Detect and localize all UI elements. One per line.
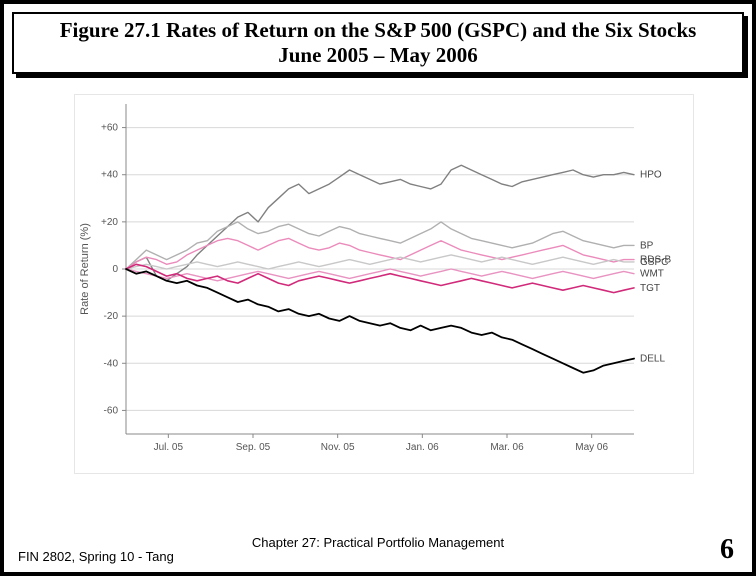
svg-text:0: 0 (112, 264, 118, 275)
svg-text:-60: -60 (104, 405, 119, 416)
chart: -60 -40 -20 0 +20 +40 +60 Jul. 05 Sep. 05 Nov. 05… (74, 94, 694, 474)
svg-text:GSPC: GSPC (640, 257, 668, 268)
svg-text:+20: +20 (101, 217, 118, 228)
svg-text:Rate of Return (%): Rate of Return (%) (79, 223, 91, 315)
svg-text:-40: -40 (104, 358, 119, 369)
slide-frame: Figure 27.1 Rates of Return on the S&P 5… (0, 0, 756, 576)
svg-text:Jul. 05: Jul. 05 (154, 442, 184, 453)
svg-text:WMT: WMT (640, 269, 664, 280)
svg-text:BP: BP (640, 240, 654, 251)
svg-text:May 06: May 06 (575, 442, 608, 453)
svg-text:Jan. 06: Jan. 06 (406, 442, 439, 453)
chart-svg: -60 -40 -20 0 +20 +40 +60 Jul. 05 Sep. 05 Nov. 05… (74, 94, 694, 474)
footer-course: FIN 2802, Spring 10 - Tang (18, 549, 174, 564)
svg-text:TGT: TGT (640, 283, 660, 294)
svg-text:+60: +60 (101, 123, 118, 134)
svg-text:+40: +40 (101, 170, 118, 181)
svg-text:HPO: HPO (640, 170, 662, 181)
footer-chapter: Chapter 27: Practical Portfolio Manageme… (4, 535, 752, 550)
figure-title-line1: Figure 27.1 Rates of Return on the S&P 5… (20, 18, 736, 43)
page-number: 6 (720, 534, 734, 566)
figure-title-box: Figure 27.1 Rates of Return on the S&P 5… (12, 12, 744, 74)
svg-text:-20: -20 (104, 311, 119, 322)
figure-title-line2: June 2005 – May 2006 (20, 43, 736, 68)
svg-text:DELL: DELL (640, 354, 665, 365)
svg-text:Nov. 05: Nov. 05 (321, 442, 355, 453)
svg-text:Sep. 05: Sep. 05 (236, 442, 271, 453)
svg-text:Mar. 06: Mar. 06 (490, 442, 524, 453)
